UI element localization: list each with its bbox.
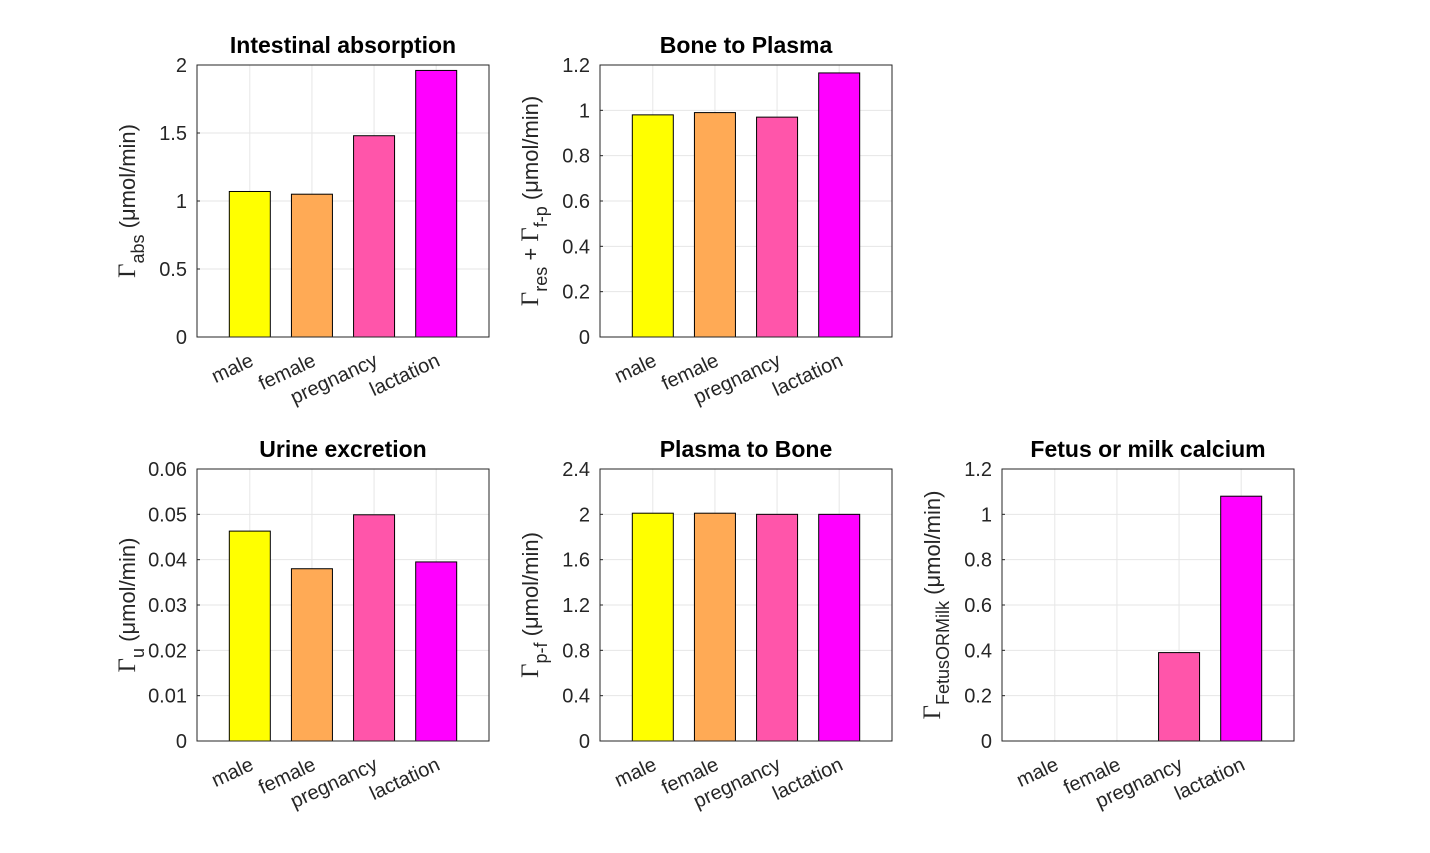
chart-title: Intestinal absorption [230,32,456,58]
chart-title: Urine excretion [259,436,426,462]
y-tick-label: 0.4 [964,640,992,662]
bar-pregnancy [756,513,799,742]
y-axis-label: Γres + Γf-p (μmol/min) [517,96,551,306]
y-tick-label: 1.5 [159,123,187,145]
x-tick-label-lactation: lactation [769,350,846,401]
y-tick-label: 0 [579,327,590,349]
bar-male [631,114,674,338]
y-tick-label: 0.6 [964,595,992,617]
y-tick-label: 0.8 [964,550,992,572]
bar-female [290,193,333,338]
y-axis-label: Γp-f (μmol/min) [517,532,551,678]
chart-intestinal: 00.511.52malefemalepregnancylactationInt… [114,32,490,409]
x-tick-label-male: male [611,754,660,792]
chart-urine: 00.010.020.030.040.050.06malefemalepregn… [114,436,490,813]
chart-fetus-milk: 00.20.40.60.811.2malefemalepregnancylact… [919,436,1295,813]
x-tick-label-male: male [611,350,660,388]
bar-male [631,512,674,742]
x-tick-label-lactation: lactation [366,754,443,805]
y-tick-label: 1 [176,191,187,213]
y-axis-label: Γu (μmol/min) [114,538,148,673]
bar-pregnancy [353,135,396,338]
bar-female [290,568,333,742]
y-tick-label: 0.5 [159,259,187,281]
y-tick-label: 1 [579,100,590,122]
y-tick-label: 2 [579,504,590,526]
chart-title: Plasma to Bone [660,436,833,462]
y-tick-label: 0 [579,731,590,753]
bar-female [693,512,736,742]
bar-pregnancy [756,116,799,338]
bar-male [228,190,271,338]
bar-lactation [415,561,458,742]
y-tick-label: 0.4 [562,236,590,258]
y-tick-label: 2 [176,55,187,77]
y-axis-label: Γabs (μmol/min) [114,124,148,278]
y-tick-label: 0.4 [562,686,590,708]
bar-pregnancy [1158,652,1201,742]
y-tick-label: 1.6 [562,550,590,572]
y-tick-label: 0.04 [148,550,187,572]
x-tick-label-male: male [1013,754,1062,792]
y-tick-label: 1.2 [964,459,992,481]
chart-bone-plasma: 00.20.40.60.811.2malefemalepregnancylact… [517,32,893,409]
y-tick-label: 0 [176,327,187,349]
y-tick-label: 0.05 [148,504,187,526]
y-tick-label: 0.01 [148,686,187,708]
y-tick-label: 0.2 [964,686,992,708]
y-axis-label: ΓFetusORMilk (μmol/min) [919,491,953,720]
bar-pregnancy [353,514,396,742]
y-tick-label: 0.06 [148,459,187,481]
chart-plasma-bone: 00.40.81.21.622.4malefemalepregnancylact… [517,436,893,813]
bar-male [228,530,271,742]
y-tick-label: 2.4 [562,459,590,481]
y-tick-label: 1 [981,504,992,526]
y-tick-label: 0.8 [562,640,590,662]
bar-lactation [818,72,861,338]
x-tick-label-male: male [208,754,257,792]
x-tick-label-lactation: lactation [1171,754,1248,805]
bar-lactation [818,513,861,742]
y-tick-label: 1.2 [562,55,590,77]
y-tick-label: 0.02 [148,640,187,662]
y-tick-label: 0 [981,731,992,753]
y-tick-label: 0 [176,731,187,753]
chart-title: Bone to Plasma [660,32,833,58]
bar-female [693,112,736,338]
y-tick-label: 1.2 [562,595,590,617]
y-tick-label: 0.6 [562,191,590,213]
x-tick-label-male: male [208,350,257,388]
x-tick-label-lactation: lactation [366,350,443,401]
chart-title: Fetus or milk calcium [1030,436,1265,462]
bar-lactation [1220,495,1263,742]
y-tick-label: 0.03 [148,595,187,617]
bar-lactation [415,69,458,338]
y-tick-label: 0.2 [562,282,590,304]
y-tick-label: 0.8 [562,146,590,168]
x-tick-label-lactation: lactation [769,754,846,805]
